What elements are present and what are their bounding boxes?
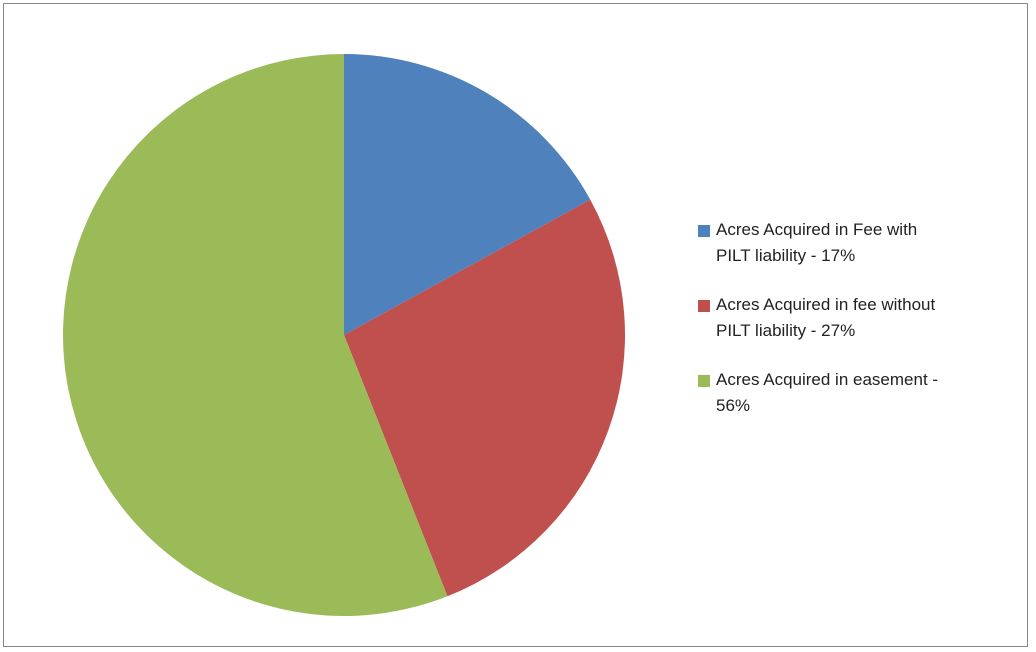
legend-swatch bbox=[698, 225, 710, 237]
legend-item: Acres Acquired in fee without PILT liabi… bbox=[698, 295, 1028, 344]
legend-item: Acres Acquired in Fee with PILT liabilit… bbox=[698, 220, 1028, 269]
legend-item: Acres Acquired in easement - 56% bbox=[698, 370, 1028, 419]
legend-label: Acres Acquired in Fee with PILT liabilit… bbox=[716, 220, 918, 265]
legend: Acres Acquired in Fee with PILT liabilit… bbox=[698, 220, 1028, 445]
legend-swatch bbox=[698, 300, 710, 312]
pie-slice bbox=[344, 54, 591, 335]
pie-slice bbox=[63, 54, 448, 616]
pie-slice bbox=[344, 199, 625, 597]
legend-label: Acres Acquired in easement - 56% bbox=[716, 370, 939, 415]
legend-label: Acres Acquired in fee without PILT liabi… bbox=[716, 295, 936, 340]
chart-frame bbox=[3, 3, 1028, 647]
legend-swatch bbox=[698, 375, 710, 387]
